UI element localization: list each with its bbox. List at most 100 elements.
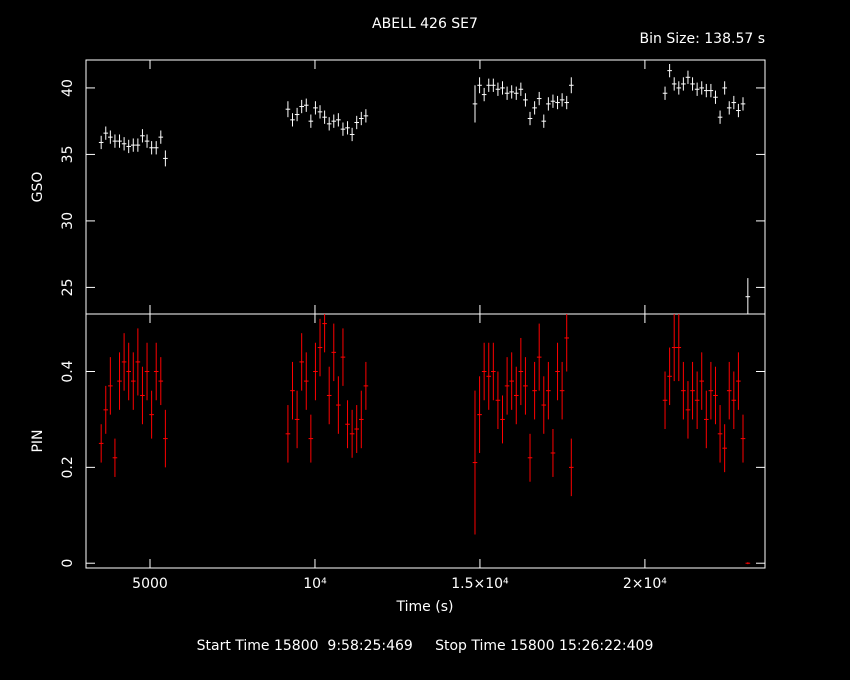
error-bar [504,86,510,100]
error-bar [163,150,168,167]
error-bar [354,405,360,453]
error-bar [163,409,168,468]
error-bar [358,390,364,449]
y-tick-label: 35 [60,146,76,164]
x-tick-label: 5000 [132,576,168,592]
error-bar [745,562,751,565]
error-bar [158,357,164,406]
error-bar [112,134,118,148]
footer: Start Time 15800 9:58:25:469 Stop Time 1… [197,638,654,654]
error-bar [500,395,505,444]
error-bar [704,83,709,98]
error-bar [354,115,360,130]
y-tick-label: 25 [60,278,76,296]
bin-size: Bin Size: 138.57 s [640,31,765,47]
x-tick-label: 10⁴ [303,576,327,592]
error-bar [331,114,337,128]
error-bar [481,87,487,102]
error-bar [326,117,332,131]
error-bar [340,122,346,136]
error-bar [126,139,131,154]
y-tick-label: 30 [60,212,76,230]
error-bar [103,126,109,140]
error-bar [140,366,145,425]
error-bar [717,110,723,124]
error-bar [736,103,741,118]
error-bar [149,141,154,155]
error-bar [491,342,496,401]
error-bar [676,81,682,95]
error-bar [285,405,291,463]
error-bar [117,134,122,148]
error-bar [685,70,691,84]
error-bar [495,371,501,430]
error-bar [555,342,560,401]
error-bar [513,86,519,100]
error-bar [546,361,551,420]
error-bar [336,113,341,127]
error-bar [564,314,570,372]
y-tick-label: 40 [60,79,76,97]
error-bar [472,390,478,535]
error-bar [121,333,127,391]
error-bar [532,361,537,420]
error-bar [495,82,501,96]
error-bar [326,366,332,425]
error-bar [153,141,159,155]
error-bar [523,357,528,415]
error-bar [518,82,524,96]
error-bar [509,85,514,99]
error-bar [336,376,341,434]
error-bar [98,135,104,150]
error-bar [564,95,570,110]
error-bar [685,381,691,439]
error-bar [349,409,355,458]
error-bar [671,314,677,382]
error-bar [121,137,127,151]
error-bar [290,113,295,127]
error-bar [108,130,113,144]
error-bar [294,390,300,449]
error-bar [135,138,141,152]
error-bar [363,109,369,123]
error-bar [313,342,318,401]
error-bar [135,328,141,396]
error-bar [317,318,323,377]
error-bar [667,347,672,406]
error-bar [550,429,556,477]
error-bar [140,129,145,143]
error-bar [513,366,519,425]
error-bar [713,90,718,104]
error-bar [717,405,723,463]
plot-frame [85,313,766,569]
error-bar [536,91,542,106]
error-bar [477,376,482,453]
error-bar [690,77,695,91]
error-bar [144,342,150,401]
x-tick-label: 1.5×10⁴ [451,576,509,592]
error-bar [509,352,514,410]
error-bar [340,328,346,386]
error-bar [126,342,131,401]
error-bar [736,352,741,410]
error-bar [676,314,682,382]
error-bar [546,97,551,111]
error-bar [731,371,737,430]
error-bar [294,107,300,122]
y-tick-label: 0 [60,559,76,568]
error-bar [532,101,537,115]
error-bar [708,83,714,98]
error-bar [559,361,565,420]
error-bar [527,433,533,482]
error-bar [541,376,547,434]
y-tick-label: 0.2 [60,456,76,478]
error-bar [149,390,154,439]
error-bar [667,63,672,78]
error-bar [555,95,560,110]
error-bar [722,81,727,95]
error-bar [472,85,478,123]
error-bar [662,371,668,430]
error-bar [491,78,496,92]
